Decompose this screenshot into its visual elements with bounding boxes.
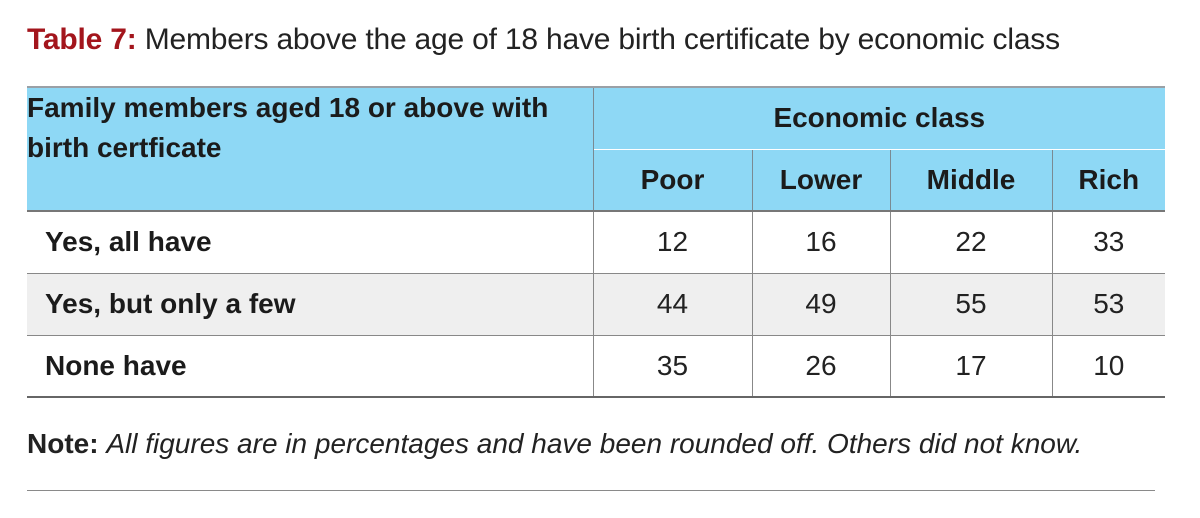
table-row: Yes, but only a few 44 49 55 53 <box>27 273 1166 336</box>
economic-class-group-header: Economic class <box>593 86 1166 150</box>
table-cell: 22 <box>889 211 1052 274</box>
table-row: Yes, all have 12 16 22 33 <box>27 211 1166 274</box>
table-cell: 44 <box>592 273 752 336</box>
column-header-middle: Middle <box>889 149 1052 212</box>
row-label: None have <box>27 335 594 398</box>
table-cell: 16 <box>751 211 890 274</box>
column-header-poor: Poor <box>592 149 752 212</box>
table-number-label: Table 7: <box>27 23 137 56</box>
row-label: Yes, but only a few <box>27 273 594 336</box>
bottom-divider <box>27 490 1155 491</box>
table-title: Members above the age of 18 have birth c… <box>144 23 1060 56</box>
row-header-cell: Family members aged 18 or above with bir… <box>27 86 594 212</box>
table-header: Family members aged 18 or above with bir… <box>27 86 1166 212</box>
table-cell: 49 <box>751 273 890 336</box>
table-row: None have 35 26 17 10 <box>27 335 1166 398</box>
table-cell: 53 <box>1051 273 1166 336</box>
table-cell: 17 <box>889 335 1052 398</box>
table-caption: Table 7: Members above the age of 18 hav… <box>27 20 1060 60</box>
table-cell: 12 <box>592 211 752 274</box>
row-label: Yes, all have <box>27 211 594 274</box>
table-cell: 55 <box>889 273 1052 336</box>
table-cell: 33 <box>1051 211 1166 274</box>
table-body: Yes, all have 12 16 22 33 Yes, but only … <box>27 211 1166 398</box>
note-label: Note: <box>27 428 99 459</box>
column-header-rich: Rich <box>1051 149 1166 212</box>
column-header-lower: Lower <box>751 149 890 212</box>
economic-class-table: Family members aged 18 or above with bir… <box>27 86 1166 398</box>
table-cell: 35 <box>592 335 752 398</box>
table-cell: 26 <box>751 335 890 398</box>
table-note: Note: All figures are in percentages and… <box>27 424 1082 464</box>
table-cell: 10 <box>1051 335 1166 398</box>
note-text: All figures are in percentages and have … <box>106 428 1083 459</box>
